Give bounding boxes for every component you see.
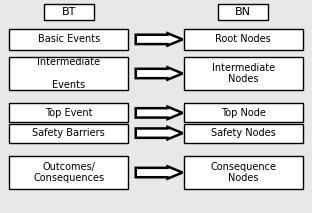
FancyBboxPatch shape: [184, 29, 303, 50]
Text: Intermediate

Events: Intermediate Events: [37, 57, 100, 90]
Text: Top Event: Top Event: [45, 108, 92, 118]
FancyBboxPatch shape: [9, 156, 128, 189]
Text: Outcomes/
Consequences: Outcomes/ Consequences: [33, 162, 104, 183]
FancyBboxPatch shape: [44, 4, 94, 20]
FancyBboxPatch shape: [184, 124, 303, 143]
Text: Intermediate
Nodes: Intermediate Nodes: [212, 63, 275, 84]
Text: BN: BN: [235, 7, 251, 17]
Polygon shape: [136, 166, 183, 179]
FancyBboxPatch shape: [184, 156, 303, 189]
Polygon shape: [136, 107, 183, 119]
Text: Safety Nodes: Safety Nodes: [211, 128, 276, 138]
Text: Top Node: Top Node: [221, 108, 266, 118]
FancyBboxPatch shape: [9, 29, 128, 50]
FancyBboxPatch shape: [9, 57, 128, 90]
Polygon shape: [136, 67, 183, 80]
FancyBboxPatch shape: [184, 57, 303, 90]
FancyBboxPatch shape: [218, 4, 268, 20]
FancyBboxPatch shape: [9, 124, 128, 143]
Polygon shape: [136, 33, 183, 46]
FancyBboxPatch shape: [184, 103, 303, 122]
Text: Consequence
Nodes: Consequence Nodes: [210, 162, 276, 183]
Text: Basic Events: Basic Events: [37, 35, 100, 44]
Text: Root Nodes: Root Nodes: [216, 35, 271, 44]
Text: BT: BT: [61, 7, 76, 17]
Polygon shape: [136, 127, 183, 139]
FancyBboxPatch shape: [9, 103, 128, 122]
Text: Safety Barriers: Safety Barriers: [32, 128, 105, 138]
